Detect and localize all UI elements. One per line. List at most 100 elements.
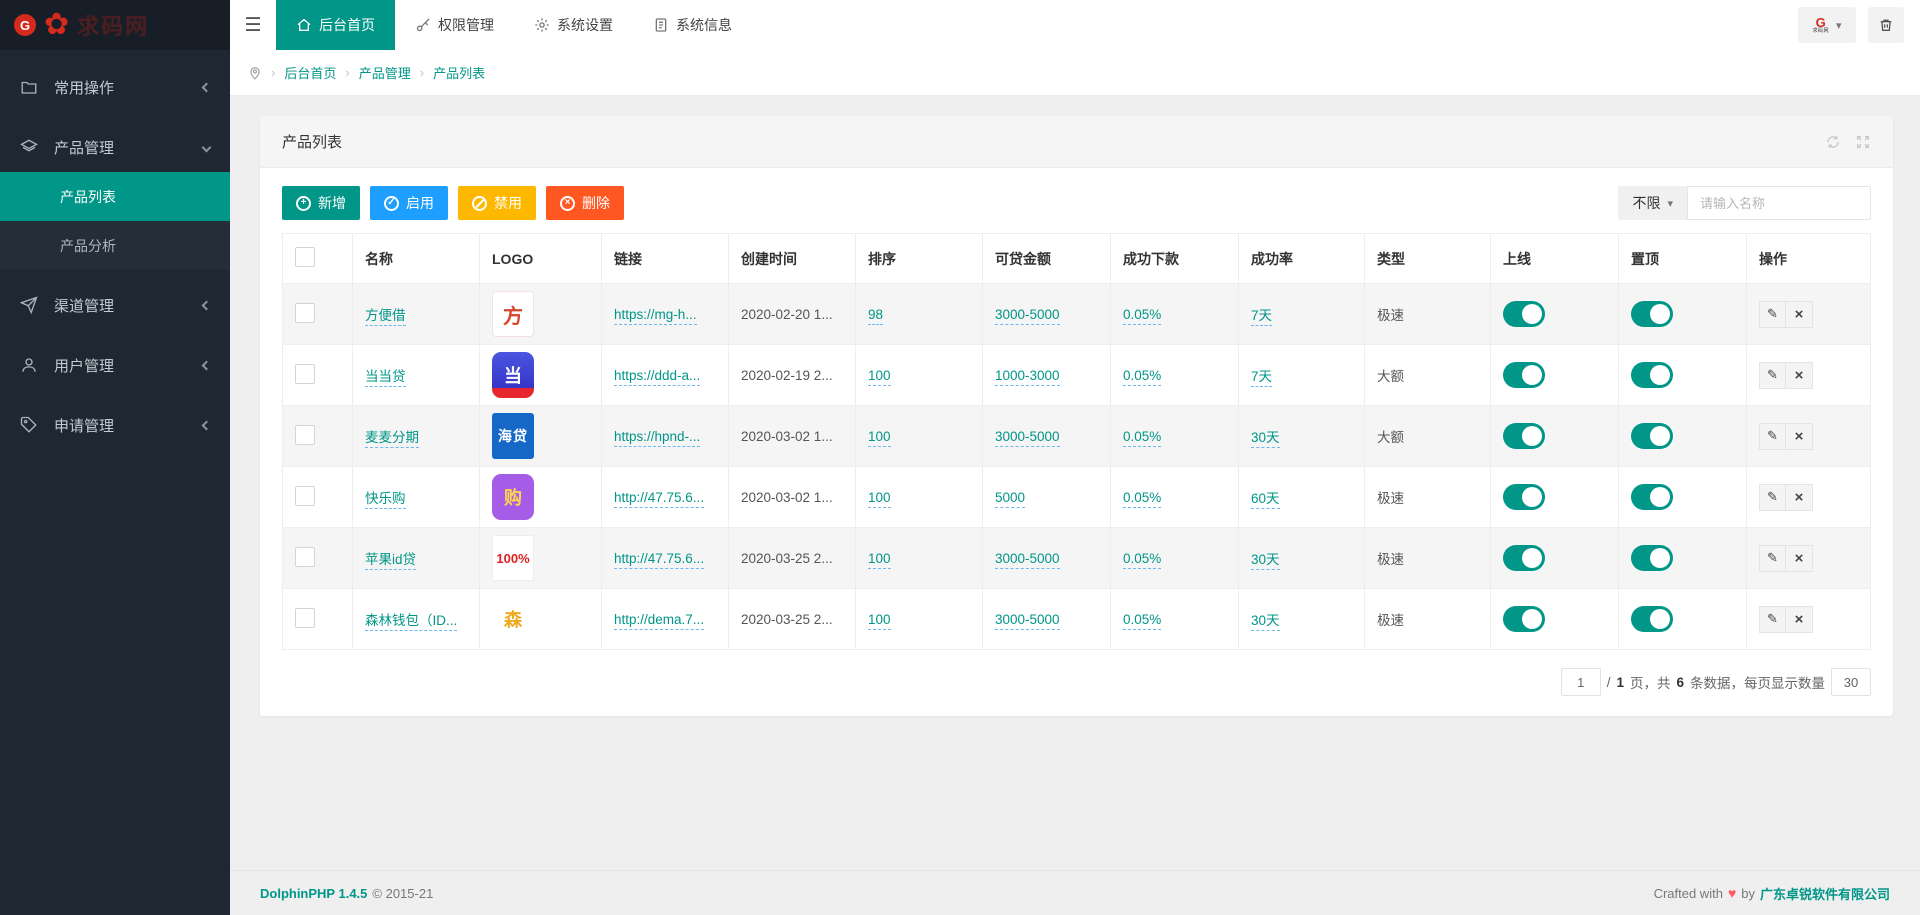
online-toggle[interactable] [1503,423,1545,449]
sidebar-item-user-mgmt[interactable]: 用户管理 [0,340,230,390]
product-name-link[interactable]: 方便借 [365,308,406,326]
row-checkbox[interactable] [295,546,315,567]
edit-button[interactable]: ✎ [1759,361,1786,389]
edit-button[interactable]: ✎ [1759,422,1786,450]
amount-value[interactable]: 3000-5000 [995,306,1060,325]
sort-value[interactable]: 100 [868,428,891,447]
amount-value[interactable]: 1000-3000 [995,367,1060,386]
online-toggle[interactable] [1503,545,1545,571]
edit-button[interactable]: ✎ [1759,605,1786,633]
online-toggle[interactable] [1503,301,1545,327]
amount-value[interactable]: 5000 [995,489,1026,508]
amount-value[interactable]: 3000-5000 [995,611,1060,630]
chevron-left-icon [201,300,212,310]
disable-button[interactable]: 禁用 [458,186,536,220]
sort-value[interactable]: 100 [868,550,891,569]
user-menu-button[interactable]: G 求码网 ▾ [1798,7,1856,43]
product-link[interactable]: https://ddd-a... [614,367,701,386]
tab-dashboard[interactable]: 后台首页 [276,0,395,50]
edit-button[interactable]: ✎ [1759,544,1786,572]
sort-value[interactable]: 100 [868,489,891,508]
online-toggle[interactable] [1503,362,1545,388]
refresh-icon[interactable] [1825,134,1841,150]
delete-button[interactable]: × 删除 [546,186,624,220]
top-toggle[interactable] [1631,423,1673,449]
edit-button[interactable]: ✎ [1759,300,1786,328]
amount-value[interactable]: 3000-5000 [995,428,1060,447]
success-rate-value[interactable]: 30天 [1251,430,1280,448]
company-link[interactable]: 广东卓锐软件有限公司 [1759,886,1890,902]
amount-value[interactable]: 3000-5000 [995,550,1060,569]
hamburger-menu-icon[interactable]: ☰ [244,14,262,36]
row-checkbox[interactable] [295,424,315,445]
success-loan-value[interactable]: 0.05% [1123,367,1162,386]
product-link[interactable]: http://dema.7... [614,611,705,630]
top-toggle[interactable] [1631,606,1673,632]
sidebar-item-channel-mgmt[interactable]: 渠道管理 [0,280,230,330]
product-name-link[interactable]: 苹果id贷 [365,552,417,570]
row-checkbox[interactable] [295,363,315,384]
success-loan-value[interactable]: 0.05% [1123,428,1162,447]
delete-row-button[interactable]: × [1786,605,1813,633]
sidebar-item-apply-mgmt[interactable]: 申请管理 [0,400,230,450]
sort-value[interactable]: 100 [868,611,891,630]
dolphinphp-link[interactable]: DolphinPHP 1.4.5 [260,885,368,901]
tab-system-info[interactable]: 系统信息 [633,0,752,50]
product-link[interactable]: http://47.75.6... [614,489,705,508]
product-name-link[interactable]: 当当贷 [365,369,406,387]
created-time: 2020-02-19 2... [741,367,833,383]
send-icon [20,296,38,314]
online-toggle[interactable] [1503,484,1545,510]
tab-permissions[interactable]: 权限管理 [395,0,514,50]
page-size-input[interactable] [1831,668,1871,696]
select-all-checkbox[interactable] [295,247,315,267]
sidebar-item-product-analysis[interactable]: 产品分析 [0,221,230,270]
top-toggle[interactable] [1631,545,1673,571]
product-link[interactable]: https://hpnd-... [614,428,701,447]
product-link[interactable]: https://mg-h... [614,306,697,325]
add-button[interactable]: + 新增 [282,186,360,220]
table-header-row: 名称 LOGO 链接 创建时间 排序 可贷金额 成功下款 成功率 类型 上线 置 [282,233,1871,284]
search-input[interactable] [1687,186,1871,220]
success-rate-value[interactable]: 60天 [1251,491,1280,509]
sidebar-item-product-list[interactable]: 产品列表 [0,172,230,221]
sidebar-item-product-mgmt[interactable]: 产品管理 [0,122,230,172]
sort-value[interactable]: 100 [868,367,891,386]
tab-system-settings[interactable]: 系统设置 [514,0,633,50]
success-loan-value[interactable]: 0.05% [1123,489,1162,508]
sort-value[interactable]: 98 [868,306,884,325]
product-name-link[interactable]: 森林钱包（ID... [365,613,458,631]
success-rate-value[interactable]: 30天 [1251,552,1280,570]
breadcrumb-home-link[interactable]: 后台首页 [284,66,337,81]
success-loan-value[interactable]: 0.05% [1123,306,1162,325]
fullscreen-icon[interactable] [1855,134,1871,150]
success-rate-value[interactable]: 7天 [1251,369,1273,387]
success-loan-value[interactable]: 0.05% [1123,611,1162,630]
row-checkbox[interactable] [295,302,315,323]
filter-dropdown[interactable]: 不限 ▾ [1618,186,1687,220]
breadcrumb-product-list-link[interactable]: 产品列表 [433,66,486,81]
delete-row-button[interactable]: × [1786,361,1813,389]
edit-button[interactable]: ✎ [1759,483,1786,511]
enable-button[interactable]: ✓ 启用 [370,186,448,220]
delete-row-button[interactable]: × [1786,483,1813,511]
delete-row-button[interactable]: × [1786,544,1813,572]
page-input[interactable] [1560,668,1601,696]
product-name-link[interactable]: 快乐购 [365,491,406,509]
success-rate-value[interactable]: 30天 [1251,613,1280,631]
top-toggle[interactable] [1631,484,1673,510]
top-toggle[interactable] [1631,362,1673,388]
breadcrumb-product-mgmt-link[interactable]: 产品管理 [358,66,411,81]
delete-row-button[interactable]: × [1786,300,1813,328]
row-checkbox[interactable] [295,485,315,506]
product-link[interactable]: http://47.75.6... [614,550,705,569]
top-toggle[interactable] [1631,301,1673,327]
product-name-link[interactable]: 麦麦分期 [365,430,419,448]
success-loan-value[interactable]: 0.05% [1123,550,1162,569]
row-checkbox[interactable] [295,607,315,628]
success-rate-value[interactable]: 7天 [1251,308,1273,326]
delete-row-button[interactable]: × [1786,422,1813,450]
sidebar-item-common-ops[interactable]: 常用操作 [0,62,230,112]
clear-cache-button[interactable] [1868,7,1904,43]
online-toggle[interactable] [1503,606,1545,632]
